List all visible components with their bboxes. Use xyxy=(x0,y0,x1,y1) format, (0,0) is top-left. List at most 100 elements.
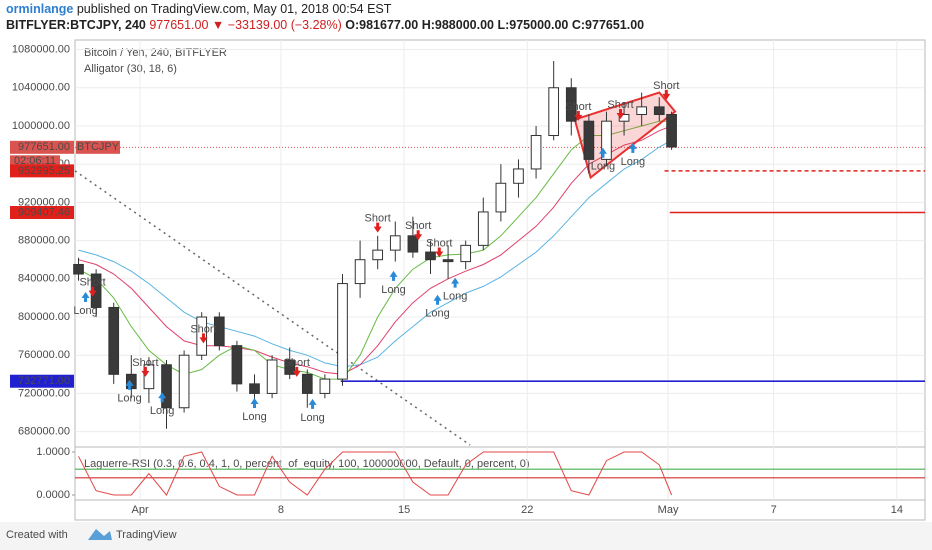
chart-frame xyxy=(74,39,926,521)
published: published on TradingView.com, May 01, 20… xyxy=(77,2,392,16)
y-tick-label: 1000000.00 xyxy=(12,120,70,132)
y-tick-label: 760000.00 xyxy=(18,349,70,361)
countdown: 02:06:11 xyxy=(14,155,56,167)
header: orminlange published on TradingView.com,… xyxy=(6,2,392,16)
signal-label: Short xyxy=(405,220,431,232)
signal-arrow xyxy=(308,398,317,409)
x-tick-label: 15 xyxy=(398,504,410,516)
candle-body xyxy=(407,235,419,253)
candle-body xyxy=(513,168,524,184)
low: L:975000.00 xyxy=(497,18,568,32)
y-tick-label: 800000.00 xyxy=(18,311,70,323)
symbol-line: BITFLYER:BTCJPY, 240 977651.00 ▼ −33139.… xyxy=(6,18,644,32)
price-label: 977651.00 xyxy=(18,141,70,153)
signal-arrow xyxy=(598,147,607,158)
price-label: 732771.00 xyxy=(18,375,70,387)
signal-label: Long xyxy=(150,405,174,417)
signal-label: Short xyxy=(653,80,679,92)
candle-body xyxy=(178,354,190,409)
y-tick-label: 1080000.00 xyxy=(12,43,70,55)
signal-arrow xyxy=(616,108,625,119)
signal-arrow xyxy=(574,110,583,121)
x-tick-label: 22 xyxy=(521,504,533,516)
signal-arrow xyxy=(389,270,398,281)
candle-body xyxy=(565,87,577,122)
candle-body xyxy=(442,259,454,263)
signal-label: Short xyxy=(565,101,591,113)
y-tick-label: 1.0000 xyxy=(36,446,70,458)
signal-label: Long xyxy=(242,411,266,423)
x-tick-label: Apr xyxy=(132,504,149,516)
symbol-tag: BTCJPY xyxy=(77,141,120,153)
signal-label: Short xyxy=(607,99,633,111)
high: H:988000.00 xyxy=(422,18,494,32)
signal-arrow xyxy=(662,89,671,100)
trendline xyxy=(74,170,471,446)
signal-arrow xyxy=(88,286,97,297)
signal-label: Long xyxy=(621,156,645,168)
candle-body xyxy=(196,316,208,356)
x-tick-label: 14 xyxy=(891,504,903,516)
price-label: 909407.46 xyxy=(18,206,70,218)
chart-title: Bitcoin / Yen, 240, BITFLYER xyxy=(84,47,227,59)
y-tick-label: 840000.00 xyxy=(18,273,70,285)
signal-label: Long xyxy=(300,412,324,424)
y-tick-label: 0.0000 xyxy=(36,489,70,501)
y-tick-label: 680000.00 xyxy=(18,426,70,438)
footer-brand[interactable]: TradingView xyxy=(116,529,177,541)
signal-label: Long xyxy=(425,308,449,320)
rsi-label: Laguerre-RSI (0.3, 0.6, 0.4, 1, 0, perce… xyxy=(84,458,530,470)
signal-label: Long xyxy=(443,291,467,303)
candle-body xyxy=(530,135,542,170)
candle-body xyxy=(143,364,155,390)
signal-arrow xyxy=(250,397,259,408)
rsi-line xyxy=(78,451,673,496)
x-tick-label: May xyxy=(658,504,679,516)
signal-label: Long xyxy=(73,305,97,317)
candle-body xyxy=(319,378,331,394)
signal-arrow xyxy=(373,222,382,233)
signal-label: Short xyxy=(190,323,216,335)
candle-body xyxy=(372,249,384,261)
candle-body xyxy=(548,87,560,137)
footer-bar xyxy=(0,522,932,550)
candle-body xyxy=(389,235,401,251)
signal-arrow xyxy=(125,379,134,390)
price-label-box xyxy=(10,374,74,388)
signal-label: Long xyxy=(591,161,615,173)
candle-body xyxy=(231,345,243,385)
price-label-box xyxy=(10,164,74,178)
signal-arrow xyxy=(414,230,423,241)
signal-arrow xyxy=(628,142,637,153)
candle-body xyxy=(653,106,665,116)
candle-body xyxy=(266,359,278,394)
signal-label: Short xyxy=(365,213,391,225)
y-tick-label: 720000.00 xyxy=(18,387,70,399)
price-label-box xyxy=(10,205,74,219)
candle-body xyxy=(636,106,648,116)
alligator-line xyxy=(78,139,672,368)
y-tick-label: 1040000.00 xyxy=(12,82,70,94)
alligator-line xyxy=(78,120,672,380)
candle-body xyxy=(161,364,172,409)
candle-body xyxy=(125,373,137,390)
y-tick-label: 880000.00 xyxy=(18,234,70,246)
candle-body xyxy=(337,283,348,380)
arrow: ▼ xyxy=(212,18,224,32)
signal-label: Long xyxy=(381,284,405,296)
signal-arrow xyxy=(433,294,442,305)
signal-arrow xyxy=(292,366,301,377)
signal-label: Short xyxy=(426,237,452,249)
signal-arrow xyxy=(81,291,90,302)
symbol: BITFLYER:BTCJPY, 240 xyxy=(6,18,146,32)
price-label-box xyxy=(10,140,74,154)
signal-arrow xyxy=(199,333,208,344)
y-tick-label: 920000.00 xyxy=(18,196,70,208)
candle-body xyxy=(583,120,595,160)
candle-body xyxy=(249,383,260,394)
author[interactable]: orminlange xyxy=(6,2,73,16)
signal-label: Long xyxy=(117,393,141,405)
signal-arrow xyxy=(451,277,460,288)
